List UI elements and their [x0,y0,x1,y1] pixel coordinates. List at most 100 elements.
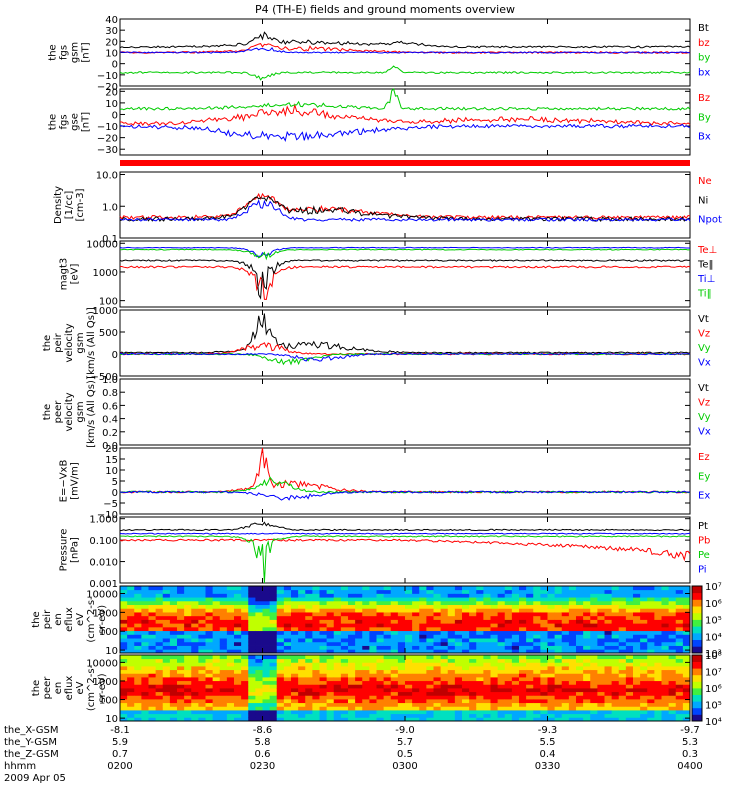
spec-peer_en_eflux-cell [276,691,285,696]
spec-peir_en_eflux-cell [134,619,142,624]
panel-temperature-legend-1: Te‖ [697,260,714,271]
spec-peir_en_eflux-cell [654,634,662,639]
spec-peer_en_eflux-cell [362,710,370,715]
spec-peir_en_eflux-cell [511,634,520,639]
spec-peer_en_eflux-cell [654,666,662,671]
spec-peer_en_eflux-cell [269,688,278,693]
spec-peer_en_eflux-cell [226,658,235,663]
spec-peir_en_eflux-cell [298,645,306,650]
spec-peer_en_eflux-cell [234,684,242,689]
spec-peer_en_eflux-cell [148,688,157,693]
spec-peir_en_eflux-cell [291,608,299,613]
spec-peer_en_eflux-cell [611,669,620,674]
spec-peer_en_eflux-cell [312,658,320,663]
spec-peer_en_eflux-cell [447,699,456,704]
spec-peer_en_eflux-cell [511,713,520,718]
spec-peer_en_eflux-cell [340,677,349,682]
spec-peir_en_eflux-cell [633,626,641,632]
spec-peer_en_eflux-cell [276,655,285,660]
time-tick-label: 0400 [677,761,702,772]
spec-peer_en_eflux-cell [583,717,591,722]
spec-peer_en_eflux-cell [162,688,171,693]
spec-peir_en_eflux-cell [212,593,221,598]
panel-density-ylabel: [cm-3] [75,188,86,221]
spec-peer_en_eflux-cell [276,699,285,704]
spec-peer_en_eflux-cell [134,699,142,704]
spec-peir_en_eflux-cell [497,593,506,598]
spec-peir_en_eflux-cell [191,597,199,602]
spec-peer_en_eflux-cell [447,680,456,685]
spec-peir_en_eflux-colorbar-step [692,592,702,595]
spec-peer_en_eflux-cell [419,658,427,663]
spec-peir_en_eflux-cell [305,626,313,632]
spec-peer_en_eflux-cell [212,673,221,678]
spec-peir_en_eflux-cell [462,619,470,624]
spec-peir_en_eflux-cell [127,638,135,643]
spec-peer_en_eflux-cell [141,706,149,711]
spec-peir_en_eflux-cell [405,604,413,609]
spec-peir_en_eflux-cell [340,630,349,635]
spec-peir_en_eflux-cell [583,586,591,591]
spec-peir_en_eflux-cell [155,619,164,624]
panel-ion_velocity-series-3 [120,352,691,362]
spec-peir_en_eflux-cell [511,604,520,609]
spec-peir_en_eflux-cell [668,623,677,628]
spec-peer_en_eflux-cell [269,680,278,685]
spec-peir_en_eflux-cell [419,638,427,643]
spec-peer_en_eflux-cell [611,655,620,660]
spec-peer_en_eflux-cell [340,666,349,671]
spec-peer_en_eflux-cell [162,691,171,696]
spec-peer_en_eflux-cell [611,710,620,715]
spec-peir_en_eflux-cell [383,612,392,617]
spec-peer_en_eflux-cell [433,673,442,678]
spec-peer_en_eflux-cell [526,688,534,693]
spec-peer_en_eflux-cell [348,669,356,674]
spec-peir_en_eflux-cell [426,634,434,639]
spec-peer_en_eflux-cell [490,713,499,718]
spec-peir_en_eflux-cell [405,623,413,628]
spec-peir_en_eflux-cell [348,645,356,650]
spec-peir_en_eflux-cell [355,589,363,594]
spec-peer_en_eflux-cell [162,658,171,663]
spec-peer_en_eflux-cell [419,662,427,667]
spec-peir_en_eflux-colorbar-step [692,644,702,647]
spec-peir_en_eflux-cell [191,645,199,650]
spec-peir_en_eflux-cell [362,593,370,598]
spec-peer_en_eflux-cell [155,684,164,689]
spec-peir_en_eflux-cell [169,619,178,624]
spec-peer_en_eflux-cell [362,702,370,707]
spec-peer_en_eflux-cell [547,677,556,682]
spec-peir_en_eflux-cell [533,623,541,628]
spec-peer_en_eflux-cell [640,688,648,693]
spec-peir_en_eflux-cell [262,593,271,598]
panel-temperature-ylabel: [eV] [70,264,81,285]
spec-peer_en_eflux-cell [504,702,513,707]
spec-peer_en_eflux-cell [490,706,499,711]
spec-peir_en_eflux-cell [419,604,427,609]
spec-peer_en_eflux-colorbar-label-3: 10⁷ [705,668,722,679]
spec-peir_en_eflux-cell [469,619,477,624]
spec-peir_en_eflux-colorbar-step [692,634,702,637]
spec-peir_en_eflux-cell [248,593,256,598]
spec-peer_en_eflux-cell [390,677,399,682]
spec-peir_en_eflux-cell [348,634,356,639]
spec-peir_en_eflux-cell [675,586,684,591]
spec-peir_en_eflux-cell [447,630,456,635]
spec-peir_en_eflux-cell [269,638,278,643]
spec-peir_en_eflux-cell [369,649,377,654]
spec-peer_en_eflux-cell [248,717,256,722]
spec-peer_en_eflux-cell [682,688,691,693]
spec-peer_en_eflux-cell [511,655,520,660]
spec-peer_en_eflux-cell [191,695,199,700]
spec-peer_en_eflux-cell [462,688,470,693]
spec-peer_en_eflux-cell [383,710,392,715]
spec-peir_en_eflux-colorbar-step [692,641,702,644]
spec-peir_en_eflux-cell [647,586,655,591]
spec-peir_en_eflux-cell [276,634,285,639]
spec-peer_en_eflux-cell [312,662,320,667]
spec-peir_en_eflux-cell [234,612,242,617]
spec-peir_en_eflux-cell [234,608,242,613]
spec-peer_en_eflux-cell [127,673,135,678]
spec-peer_en_eflux-cell [369,699,377,704]
spec-peir_en_eflux-cell [511,597,520,602]
